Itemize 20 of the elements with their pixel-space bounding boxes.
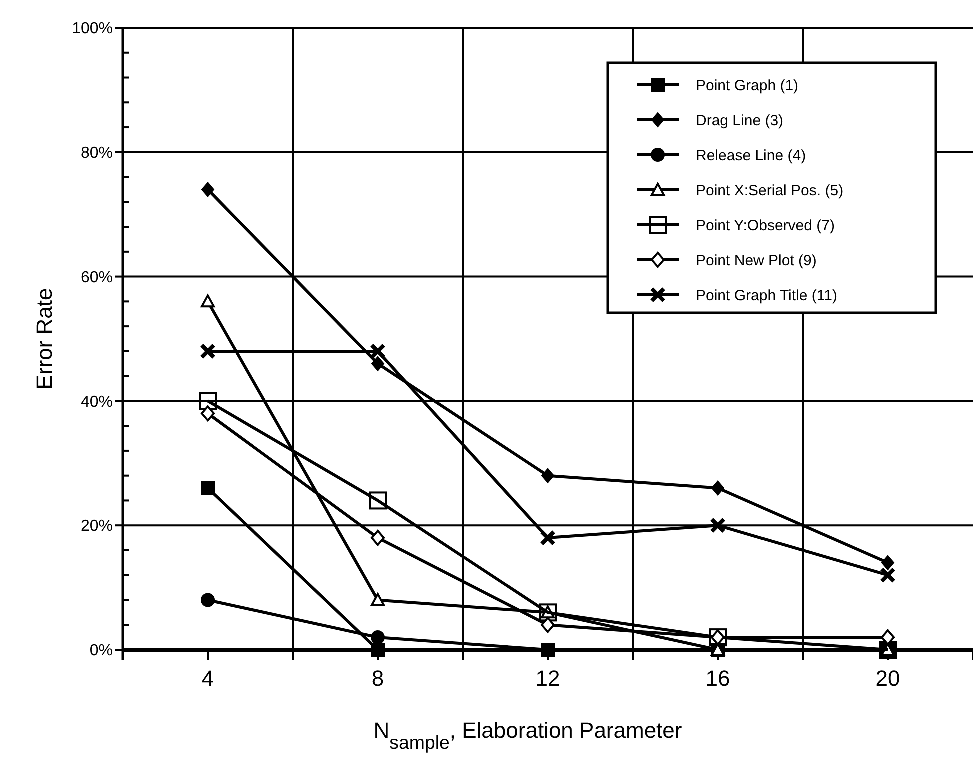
legend-label: Point X:Serial Pos. (5) bbox=[696, 182, 844, 200]
y-tick-label: 60% bbox=[80, 269, 113, 286]
legend-label: Point Graph (1) bbox=[696, 77, 799, 94]
x-axis-title: N$_{sample}$, Elaboration Parameter bbox=[374, 718, 682, 752]
legend-label: Point Graph Title (11) bbox=[696, 287, 838, 304]
y-tick-label: 20% bbox=[80, 518, 113, 536]
y-tick-label: 40% bbox=[80, 394, 113, 411]
y-axis-title: Error Rate bbox=[32, 288, 57, 390]
x-tick-label: 4 bbox=[202, 666, 214, 691]
legend-label: Release Line (4) bbox=[696, 147, 806, 164]
legend-label: Drag Line (3) bbox=[696, 112, 784, 130]
y-tick-label: 80% bbox=[80, 145, 113, 162]
x-tick-label: 8 bbox=[372, 666, 384, 691]
y-tick-label: 0% bbox=[90, 642, 113, 660]
x-tick-label: 16 bbox=[706, 666, 730, 691]
x-tick-label: 12 bbox=[536, 666, 560, 691]
y-tick-label: 100% bbox=[72, 20, 113, 38]
x-tick-label: 20 bbox=[876, 666, 900, 691]
legend-label: Point Y:Observed (7) bbox=[696, 217, 835, 234]
legend-label: Point New Plot (9) bbox=[696, 252, 817, 270]
